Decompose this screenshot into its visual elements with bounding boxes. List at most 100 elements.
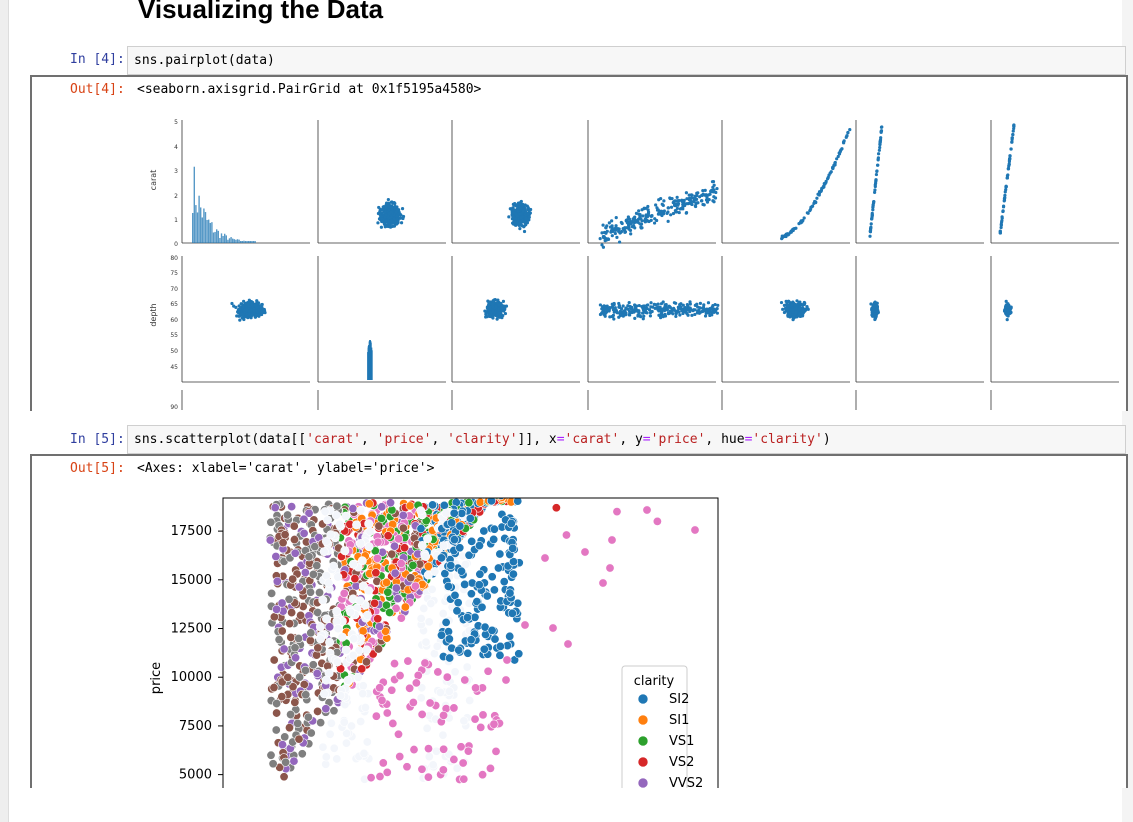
scatter-point bbox=[387, 549, 397, 559]
scatter-point bbox=[362, 737, 372, 747]
scatter-point bbox=[501, 490, 509, 491]
pairplot-point bbox=[377, 205, 381, 210]
scatter-point bbox=[561, 530, 571, 540]
scatter-point bbox=[520, 620, 530, 630]
scatter-point bbox=[452, 606, 462, 616]
pairplot-point bbox=[610, 219, 614, 223]
scatter-ytick-label: 12500 bbox=[171, 622, 212, 637]
legend-label: SI1 bbox=[669, 713, 689, 728]
scatter-point bbox=[312, 669, 322, 679]
scatter-point bbox=[498, 490, 506, 492]
pairplot-point bbox=[627, 301, 631, 305]
pairplot-point bbox=[624, 306, 628, 310]
pairplot-point bbox=[613, 306, 617, 310]
code-cell-5[interactable]: sns.scatterplot(data[['carat', 'price', … bbox=[127, 425, 1126, 454]
scatter-point bbox=[283, 672, 293, 682]
pairplot-point bbox=[239, 312, 243, 316]
scatter-point bbox=[288, 574, 298, 584]
pairplot-point bbox=[873, 190, 877, 195]
pairplot-point bbox=[387, 208, 391, 212]
scatter-point bbox=[289, 756, 299, 766]
pairplot-point bbox=[640, 219, 644, 223]
pairplot-point bbox=[617, 315, 621, 319]
pairplot-point bbox=[675, 206, 679, 211]
pairplot-point bbox=[510, 214, 515, 218]
pairplot-point bbox=[643, 307, 647, 311]
pairplot-hist-bar bbox=[240, 241, 242, 243]
pairplot-points bbox=[192, 123, 1016, 380]
scatter-point bbox=[491, 490, 499, 497]
pairplot-hist-bar bbox=[216, 229, 218, 243]
pairplot-point bbox=[786, 304, 790, 308]
scatter-point bbox=[278, 538, 288, 548]
scatter-point bbox=[411, 678, 421, 688]
pairplot-point bbox=[245, 314, 249, 319]
pairplot-point bbox=[1005, 313, 1009, 317]
pairplot-point bbox=[838, 150, 842, 154]
pairplot-point bbox=[712, 183, 716, 187]
scatter-point bbox=[504, 490, 512, 495]
scatter-point bbox=[438, 765, 448, 775]
scatter-point bbox=[306, 628, 316, 638]
pairplot-point bbox=[870, 217, 874, 221]
pairplot-point bbox=[877, 148, 881, 152]
pairplot-point bbox=[687, 306, 692, 310]
pairplot-hist-bar bbox=[200, 207, 202, 243]
pairplot-hist-bar bbox=[251, 241, 253, 243]
pairplot-point bbox=[708, 192, 712, 196]
scatter-point bbox=[296, 610, 306, 620]
scatter-point bbox=[416, 613, 426, 623]
pairplot-point bbox=[688, 302, 692, 306]
scatter-point bbox=[294, 582, 304, 592]
scatter-point bbox=[493, 490, 501, 496]
pairplot-hist-bar bbox=[206, 219, 208, 243]
scatter-point bbox=[289, 535, 299, 545]
scatter-point bbox=[491, 498, 496, 499]
scatter-point bbox=[456, 742, 466, 752]
scatter-point bbox=[496, 490, 504, 493]
scatter-point bbox=[393, 729, 403, 739]
pairplot-point bbox=[611, 229, 615, 234]
scatter-point bbox=[321, 675, 331, 685]
pairplot-point bbox=[618, 230, 622, 234]
pairplot-point bbox=[683, 307, 687, 311]
pairplot-point bbox=[815, 196, 819, 200]
pairplot-point bbox=[797, 307, 801, 311]
scatter-point bbox=[507, 608, 517, 618]
scatter-point bbox=[280, 732, 290, 742]
carat-tick: 0 bbox=[174, 241, 178, 248]
pairplot-point bbox=[613, 226, 618, 230]
scatter-point bbox=[503, 490, 511, 491]
pairplot-point bbox=[250, 313, 254, 317]
pairplot-point bbox=[786, 314, 790, 318]
pairplot-point bbox=[657, 313, 661, 317]
scatter-point bbox=[329, 561, 339, 571]
scatter-point bbox=[286, 632, 296, 642]
pairplot-point bbox=[633, 226, 637, 230]
scatter-point bbox=[417, 764, 427, 774]
pairplot-point bbox=[615, 311, 619, 315]
pairplot-point bbox=[389, 210, 393, 214]
scatter-point bbox=[465, 696, 475, 706]
scatter-point bbox=[375, 683, 385, 693]
pairplot-point bbox=[241, 304, 245, 308]
scatter-point bbox=[512, 490, 520, 494]
scatter-point bbox=[272, 604, 282, 614]
pairplot-point bbox=[499, 303, 504, 307]
scatter-point bbox=[361, 657, 371, 667]
pairplot-point bbox=[673, 199, 677, 203]
pairplot-point bbox=[878, 145, 882, 150]
scatter-point bbox=[464, 498, 474, 508]
scatter-point bbox=[360, 703, 370, 713]
pairplot-point bbox=[714, 190, 718, 195]
code-cell-4[interactable]: sns.pairplot(data) bbox=[127, 46, 1126, 75]
pairplot-point bbox=[703, 314, 708, 318]
pairplot-point bbox=[1005, 318, 1009, 322]
pairplot-point bbox=[604, 311, 608, 315]
pairplot-point bbox=[526, 212, 530, 216]
pairplot-point bbox=[699, 310, 703, 314]
scatter-point bbox=[580, 547, 590, 557]
pairplot-point bbox=[400, 207, 405, 211]
pairplot-point bbox=[829, 170, 833, 174]
scatter-point bbox=[304, 552, 314, 562]
